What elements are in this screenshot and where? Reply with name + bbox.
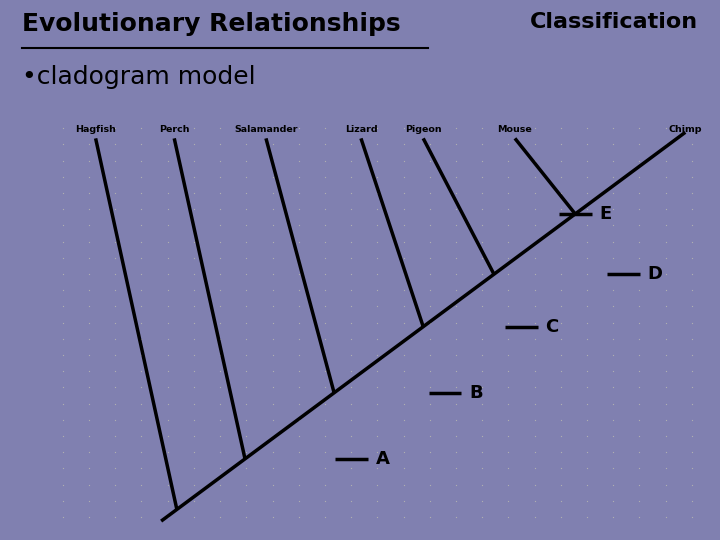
Text: Chimp: Chimp xyxy=(669,125,702,134)
Text: D: D xyxy=(647,265,662,283)
Text: C: C xyxy=(546,318,559,336)
Text: E: E xyxy=(600,205,612,223)
Text: A: A xyxy=(376,450,390,468)
Text: Mouse: Mouse xyxy=(498,125,532,134)
Text: Classification: Classification xyxy=(530,12,698,32)
Text: Salamander: Salamander xyxy=(234,125,297,134)
Text: Pigeon: Pigeon xyxy=(405,125,441,134)
Text: •cladogram model: •cladogram model xyxy=(22,65,255,89)
Text: B: B xyxy=(469,384,483,402)
Text: Perch: Perch xyxy=(159,125,189,134)
Text: Lizard: Lizard xyxy=(345,125,377,134)
Text: Hagfish: Hagfish xyxy=(75,125,116,134)
Text: Evolutionary Relationships: Evolutionary Relationships xyxy=(22,12,400,36)
